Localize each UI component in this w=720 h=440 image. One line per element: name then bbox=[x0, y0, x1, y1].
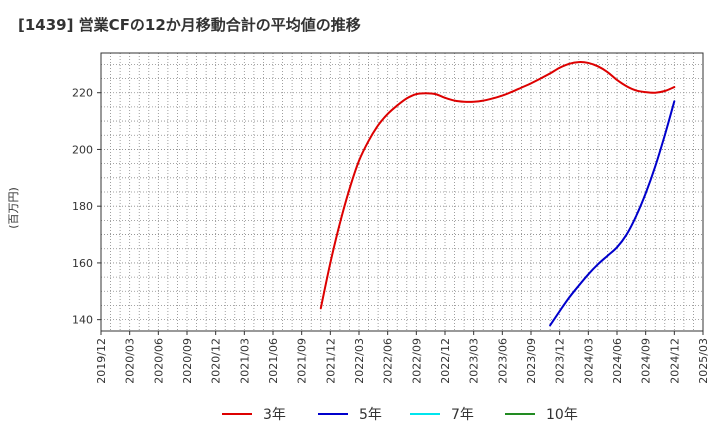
y-tick-label: 220 bbox=[72, 87, 93, 100]
x-tick-label: 2020/09 bbox=[181, 338, 194, 384]
x-tick-label: 2023/12 bbox=[554, 338, 567, 384]
x-tick-label: 2023/03 bbox=[468, 338, 481, 384]
x-tick-label: 2023/06 bbox=[496, 338, 509, 384]
x-tick-label: 2025/03 bbox=[697, 338, 710, 384]
y-axis-ticks: 140 160 180 200 220 bbox=[72, 87, 101, 327]
legend: 3年 5年 7年 10年 bbox=[222, 407, 578, 423]
x-tick-label: 2020/12 bbox=[210, 338, 223, 384]
legend-label-1: 3年 bbox=[263, 407, 286, 423]
x-tick-label: 2021/03 bbox=[238, 338, 251, 384]
x-tick-label: 2019/12 bbox=[95, 338, 108, 384]
x-tick-label: 2023/09 bbox=[525, 338, 538, 384]
y-tick-label: 160 bbox=[72, 257, 93, 270]
y-tick-label: 140 bbox=[72, 314, 93, 327]
x-tick-label: 2021/12 bbox=[324, 338, 337, 384]
x-tick-label: 2022/06 bbox=[382, 338, 395, 384]
x-tick-label: 2020/03 bbox=[124, 338, 137, 384]
y-tick-label: 180 bbox=[72, 200, 93, 213]
x-tick-label: 2020/06 bbox=[152, 338, 165, 384]
x-axis-ticks: 2019/12 2020/03 2020/06 2020/09 2020/12 2021/… bbox=[95, 331, 710, 384]
x-tick-label: 2021/09 bbox=[296, 338, 309, 384]
chart-title: [1439] 営業CFの12か月移動合計の平均値の推移 bbox=[18, 16, 361, 34]
x-tick-label: 2022/09 bbox=[410, 338, 423, 384]
y-tick-label: 200 bbox=[72, 143, 93, 156]
x-tick-label: 2024/09 bbox=[640, 338, 653, 384]
legend-label-4: 10年 bbox=[546, 407, 578, 423]
x-tick-label: 2024/12 bbox=[668, 338, 681, 384]
plot-border bbox=[100, 52, 704, 332]
x-tick-label: 2022/03 bbox=[353, 338, 366, 384]
legend-label-3: 7年 bbox=[451, 407, 474, 423]
x-tick-label: 2022/12 bbox=[439, 338, 452, 384]
legend-label-2: 5年 bbox=[359, 407, 382, 423]
horizontal-gridlines bbox=[101, 63, 703, 321]
series-line-1 bbox=[319, 61, 676, 310]
x-tick-label: 2021/06 bbox=[267, 338, 280, 384]
series-line-2 bbox=[549, 100, 676, 327]
y-axis-label: (百万円) bbox=[7, 187, 20, 229]
x-tick-label: 2024/03 bbox=[582, 338, 595, 384]
series-lines bbox=[319, 61, 676, 327]
x-tick-label: 2024/06 bbox=[611, 338, 624, 384]
